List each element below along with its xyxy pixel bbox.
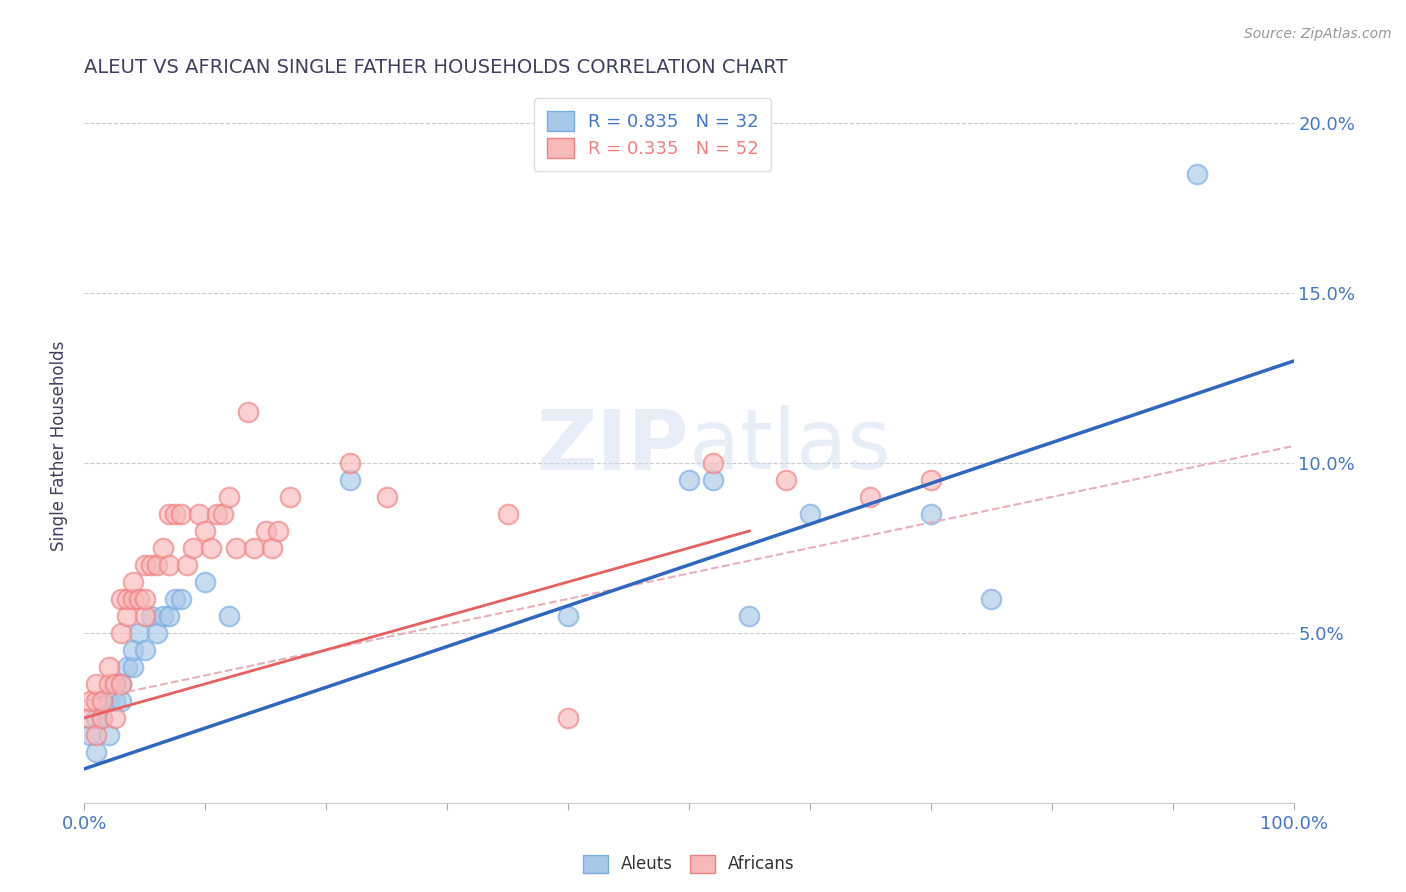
Point <box>121 574 143 589</box>
Point <box>375 490 398 504</box>
Point <box>79 711 101 725</box>
Point <box>557 608 579 623</box>
Point <box>121 643 143 657</box>
Point <box>134 591 156 606</box>
Point <box>91 711 114 725</box>
Point <box>134 608 156 623</box>
Point <box>1185 167 1208 181</box>
Point <box>97 694 120 708</box>
Point <box>194 524 217 538</box>
Point <box>920 473 942 487</box>
Point <box>134 643 156 657</box>
Point <box>157 507 180 521</box>
Text: ZIP: ZIP <box>537 406 689 486</box>
Text: ALEUT VS AFRICAN SINGLE FATHER HOUSEHOLDS CORRELATION CHART: ALEUT VS AFRICAN SINGLE FATHER HOUSEHOLD… <box>84 57 787 77</box>
Point <box>97 660 120 674</box>
Point <box>267 524 290 538</box>
Point <box>79 728 101 742</box>
Point <box>152 541 174 555</box>
Point <box>170 591 193 606</box>
Text: Source: ZipAtlas.com: Source: ZipAtlas.com <box>1244 27 1392 41</box>
Point <box>86 745 108 759</box>
Point <box>139 558 162 572</box>
Point <box>218 608 240 623</box>
Point <box>91 711 114 725</box>
Point <box>86 728 108 742</box>
Point <box>128 626 150 640</box>
Point <box>104 711 127 725</box>
Point <box>165 507 187 521</box>
Point <box>121 591 143 606</box>
Point <box>260 541 283 555</box>
Point <box>702 456 724 470</box>
Point <box>738 608 761 623</box>
Point <box>188 507 211 521</box>
Point <box>121 660 143 674</box>
Point <box>181 541 204 555</box>
Point <box>225 541 247 555</box>
Point <box>212 507 235 521</box>
Point <box>79 694 101 708</box>
Point <box>104 694 127 708</box>
Point <box>278 490 301 504</box>
Point <box>146 626 169 640</box>
Point <box>110 677 132 691</box>
Point <box>207 507 229 521</box>
Point <box>242 541 264 555</box>
Point <box>86 711 108 725</box>
Point <box>128 591 150 606</box>
Point <box>157 558 180 572</box>
Point <box>194 574 217 589</box>
Point <box>110 626 132 640</box>
Point <box>115 591 138 606</box>
Point <box>557 711 579 725</box>
Point <box>678 473 700 487</box>
Point <box>980 591 1002 606</box>
Point <box>110 677 132 691</box>
Legend: Aleuts, Africans: Aleuts, Africans <box>576 848 801 880</box>
Point <box>176 558 198 572</box>
Point <box>775 473 797 487</box>
Text: atlas: atlas <box>689 406 890 486</box>
Point <box>146 558 169 572</box>
Point <box>200 541 222 555</box>
Point <box>115 608 138 623</box>
Point <box>496 507 519 521</box>
Point <box>110 591 132 606</box>
Point <box>920 507 942 521</box>
Point <box>236 405 259 419</box>
Point <box>152 608 174 623</box>
Point <box>702 473 724 487</box>
Point <box>110 694 132 708</box>
Point <box>97 728 120 742</box>
Point <box>170 507 193 521</box>
Point <box>104 677 127 691</box>
Point <box>97 677 120 691</box>
Point <box>157 608 180 623</box>
Point <box>115 660 138 674</box>
Point <box>139 608 162 623</box>
Point <box>104 677 127 691</box>
Point <box>86 677 108 691</box>
Point <box>799 507 821 521</box>
Point <box>339 473 361 487</box>
Point <box>339 456 361 470</box>
Point <box>134 558 156 572</box>
Point <box>86 694 108 708</box>
Point <box>859 490 882 504</box>
Point <box>254 524 277 538</box>
Point <box>165 591 187 606</box>
Point <box>218 490 240 504</box>
Y-axis label: Single Father Households: Single Father Households <box>51 341 69 551</box>
Point <box>91 694 114 708</box>
